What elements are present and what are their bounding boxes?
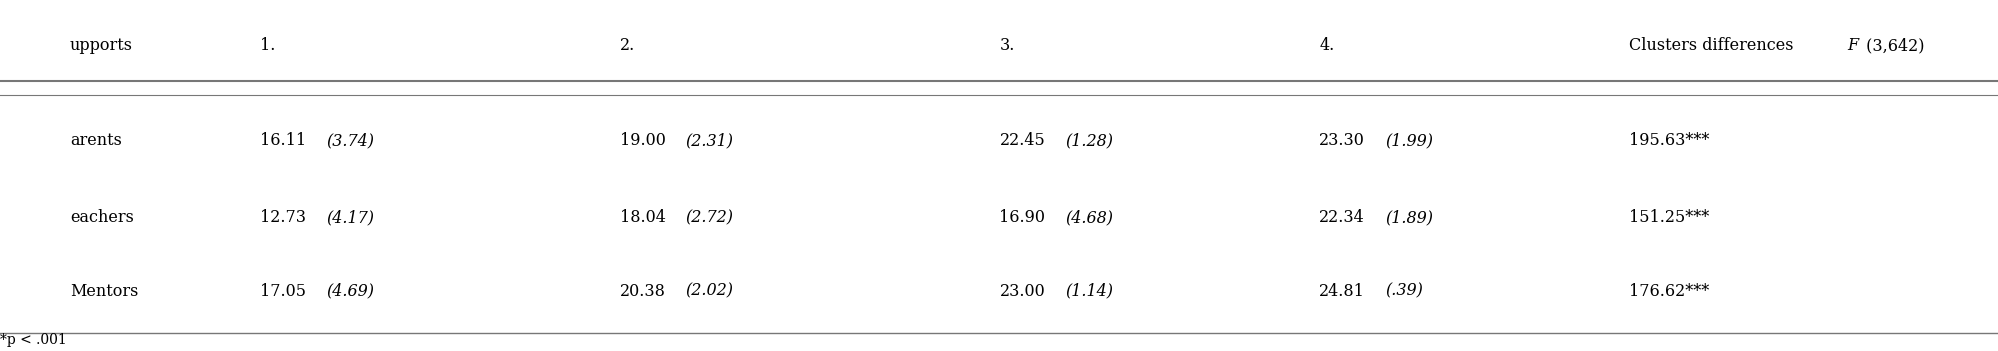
Text: (4.68): (4.68)	[1065, 209, 1113, 226]
Text: 4.: 4.	[1319, 37, 1335, 54]
Text: 18.04: 18.04	[619, 209, 665, 226]
Text: (3,642): (3,642)	[1860, 37, 1924, 54]
Text: *p < .001: *p < .001	[0, 333, 66, 347]
Text: 151.25***: 151.25***	[1628, 209, 1708, 226]
Text: (2.02): (2.02)	[685, 283, 733, 300]
Text: 3.: 3.	[999, 37, 1015, 54]
Text: 16.11: 16.11	[260, 132, 306, 149]
Text: 17.05: 17.05	[260, 283, 306, 300]
Text: 20.38: 20.38	[619, 283, 665, 300]
Text: 19.00: 19.00	[619, 132, 665, 149]
Text: (1.89): (1.89)	[1385, 209, 1433, 226]
Text: (1.14): (1.14)	[1065, 283, 1113, 300]
Text: upports: upports	[70, 37, 134, 54]
Text: 22.45: 22.45	[999, 132, 1045, 149]
Text: Mentors: Mentors	[70, 283, 138, 300]
Text: (2.72): (2.72)	[685, 209, 733, 226]
Text: (1.28): (1.28)	[1065, 132, 1113, 149]
Text: arents: arents	[70, 132, 122, 149]
Text: 195.63***: 195.63***	[1628, 132, 1708, 149]
Text: (.39): (.39)	[1385, 283, 1423, 300]
Text: (1.99): (1.99)	[1385, 132, 1433, 149]
Text: 16.90: 16.90	[999, 209, 1045, 226]
Text: 1.: 1.	[260, 37, 276, 54]
Text: eachers: eachers	[70, 209, 134, 226]
Text: 12.73: 12.73	[260, 209, 306, 226]
Text: Clusters differences: Clusters differences	[1628, 37, 1798, 54]
Text: F: F	[1846, 37, 1858, 54]
Text: 24.81: 24.81	[1319, 283, 1365, 300]
Text: (4.17): (4.17)	[326, 209, 374, 226]
Text: (2.31): (2.31)	[685, 132, 733, 149]
Text: 22.34: 22.34	[1319, 209, 1365, 226]
Text: (4.69): (4.69)	[326, 283, 374, 300]
Text: 2.: 2.	[619, 37, 635, 54]
Text: 23.00: 23.00	[999, 283, 1045, 300]
Text: 176.62***: 176.62***	[1628, 283, 1708, 300]
Text: 23.30: 23.30	[1319, 132, 1365, 149]
Text: (3.74): (3.74)	[326, 132, 374, 149]
